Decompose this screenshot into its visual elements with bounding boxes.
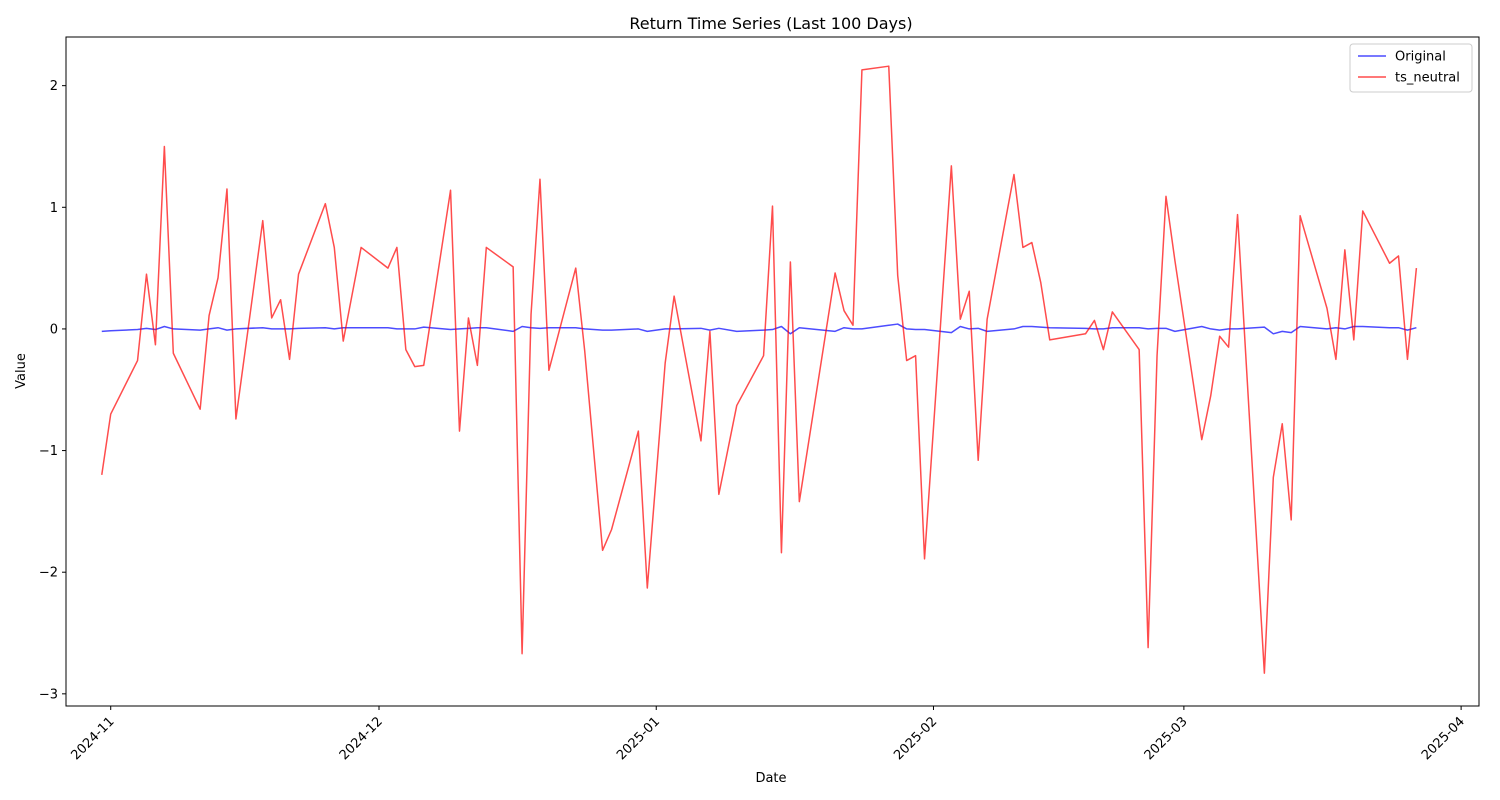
y-tick-label: 1 — [50, 201, 58, 216]
legend-label-1: Original — [1395, 50, 1446, 65]
series-line-1 — [101, 323, 1417, 335]
y-tick-label: −2 — [39, 566, 58, 581]
y-tick-label: 0 — [50, 322, 58, 337]
x-axis-label: Date — [755, 771, 786, 786]
legend-label-2: ts_neutral — [1395, 71, 1460, 86]
y-tick-label: −1 — [39, 444, 58, 459]
axes-frame — [65, 36, 1480, 707]
y-axis-label: Value — [14, 353, 29, 389]
y-tick-label: −3 — [39, 687, 58, 702]
series-line-2 — [101, 65, 1418, 674]
y-tick-label: 2 — [50, 79, 58, 94]
chart-title: Return Time Series (Last 100 Days) — [629, 14, 912, 33]
legend: Original ts_neutral — [1349, 43, 1473, 93]
